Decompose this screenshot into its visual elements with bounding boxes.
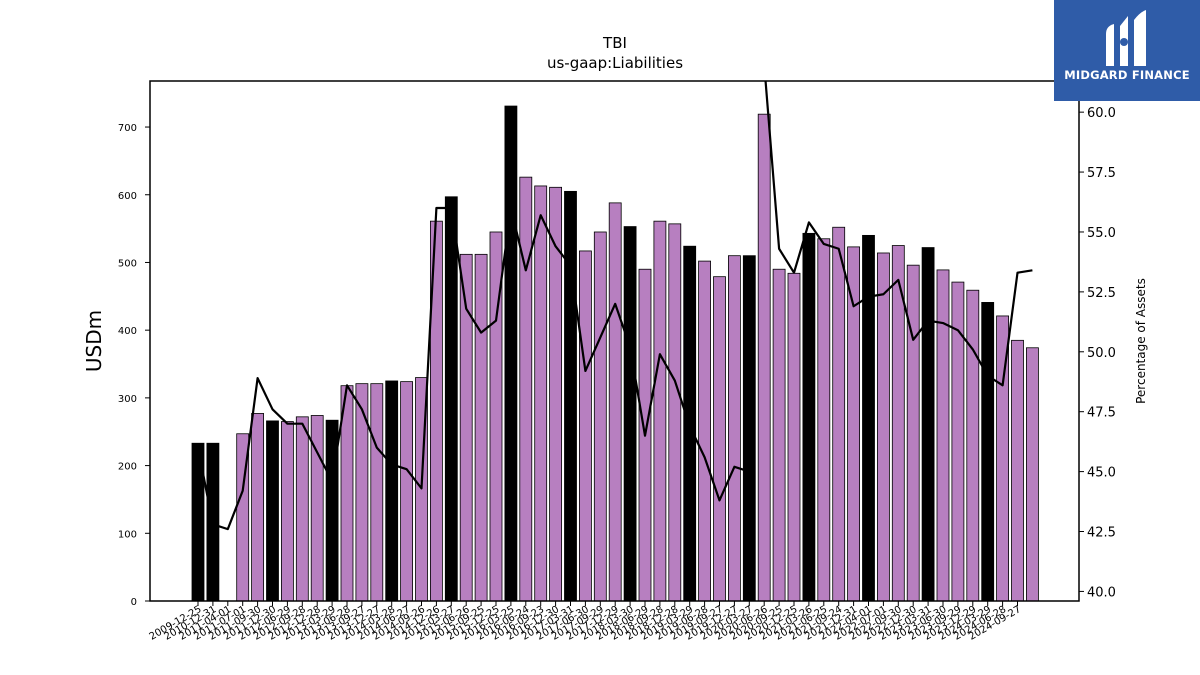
y-tick-label: 500 bbox=[118, 258, 137, 269]
brand-logo: MIDGARD FINANCE bbox=[1054, 0, 1200, 101]
bar-55 bbox=[1011, 339, 1024, 602]
bar-26 bbox=[579, 250, 592, 602]
bar-28 bbox=[608, 202, 622, 602]
bar-17 bbox=[444, 196, 458, 602]
plot-frame bbox=[149, 80, 1080, 602]
bar-46 bbox=[877, 252, 890, 602]
mf-monogram-icon bbox=[1106, 10, 1146, 66]
bar-36 bbox=[728, 255, 741, 602]
bar-14 bbox=[400, 381, 414, 602]
bar-series bbox=[191, 105, 1039, 602]
bar-24 bbox=[549, 186, 562, 602]
bar-7 bbox=[295, 416, 309, 602]
y-tick-label: 200 bbox=[118, 462, 137, 473]
bar-21 bbox=[504, 105, 518, 602]
bar-37 bbox=[742, 255, 756, 602]
bar-32 bbox=[668, 223, 682, 602]
bar-13 bbox=[385, 380, 399, 602]
bar-49 bbox=[921, 247, 935, 602]
y-tick-label: 0 bbox=[131, 597, 137, 608]
bar-5 bbox=[266, 420, 279, 602]
bar-35 bbox=[713, 276, 726, 602]
bar-31 bbox=[653, 220, 667, 602]
y-axis-left: 0 100 200 300 400 500 600 700 bbox=[118, 123, 150, 608]
y-tick-label: 100 bbox=[118, 529, 137, 540]
bar-4 bbox=[251, 413, 265, 602]
y2-axis-title: Percentage of Assets bbox=[1134, 278, 1148, 404]
bar-11 bbox=[355, 383, 369, 602]
bar-38 bbox=[757, 113, 771, 602]
bar-29 bbox=[623, 226, 637, 602]
y-tick-label: 300 bbox=[118, 394, 137, 405]
chart-subtitle: us-gaap:Liabilities bbox=[547, 54, 683, 72]
brand-name: MIDGARD FINANCE bbox=[1064, 68, 1190, 82]
y-axis-title: USDm bbox=[82, 310, 106, 372]
bar-52 bbox=[966, 289, 980, 602]
y2-tick-label: 45.0 bbox=[1087, 466, 1116, 481]
bar-41 bbox=[802, 232, 816, 602]
bar-56 bbox=[1026, 347, 1039, 602]
y2-tick-label: 60.0 bbox=[1087, 106, 1116, 121]
y-axis-right: 40.0 42.5 45.0 47.5 50.0 52.5 55.0 57.5 60.0 bbox=[1079, 106, 1116, 600]
bar-40 bbox=[787, 272, 801, 602]
x-axis: 2009-12-252010-12-312011-04-012011-07-01… bbox=[148, 601, 1023, 643]
bar-50 bbox=[936, 269, 950, 602]
bar-42 bbox=[817, 238, 831, 602]
percentage-line-segment-1 bbox=[764, 81, 1033, 387]
y2-tick-label: 52.5 bbox=[1087, 286, 1116, 301]
bar-12 bbox=[370, 383, 384, 602]
bar-23 bbox=[534, 185, 548, 602]
y2-tick-label: 40.0 bbox=[1087, 585, 1116, 600]
percentage-line-series bbox=[196, 81, 1033, 531]
chart-title: TBI bbox=[602, 34, 627, 52]
bar-19 bbox=[474, 253, 488, 602]
bar-27 bbox=[593, 231, 607, 602]
y2-tick-label: 57.5 bbox=[1087, 166, 1116, 181]
bar-34 bbox=[698, 260, 711, 602]
bar-48 bbox=[906, 264, 920, 602]
y2-tick-label: 42.5 bbox=[1087, 526, 1116, 541]
y2-tick-label: 47.5 bbox=[1087, 406, 1116, 421]
bar-6 bbox=[280, 421, 294, 602]
bar-44 bbox=[847, 246, 860, 602]
y-tick-label: 400 bbox=[118, 326, 137, 337]
bar-45 bbox=[862, 234, 875, 602]
y2-tick-label: 55.0 bbox=[1087, 226, 1116, 241]
bar-53 bbox=[981, 302, 995, 602]
y-tick-label: 600 bbox=[118, 191, 137, 202]
bar-22 bbox=[519, 176, 533, 602]
bar-39 bbox=[772, 268, 786, 602]
y2-tick-label: 50.0 bbox=[1087, 346, 1116, 361]
y-tick-label: 700 bbox=[118, 123, 137, 134]
percentage-line-segment-0 bbox=[196, 206, 750, 531]
bar-43 bbox=[832, 226, 846, 602]
bar-25 bbox=[564, 190, 577, 602]
